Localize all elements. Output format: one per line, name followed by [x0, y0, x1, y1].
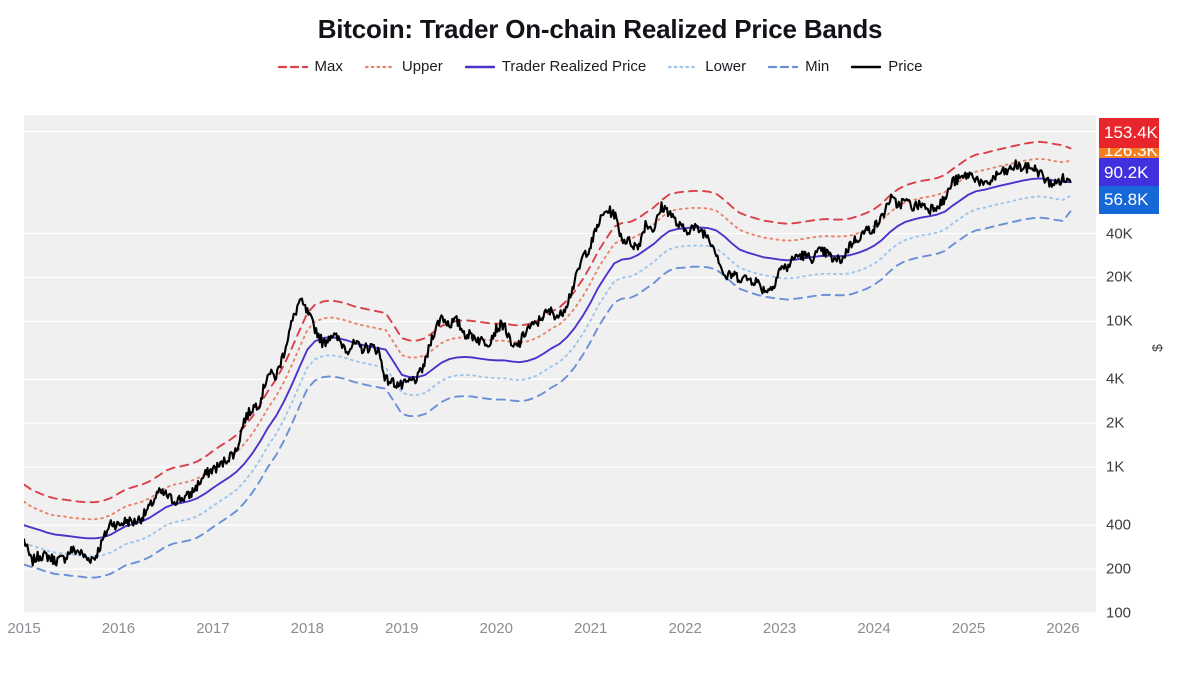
plot-svg [24, 131, 1096, 613]
x-axis-tick-label: 2018 [290, 620, 325, 637]
plot-area [24, 115, 1096, 613]
y-axis-tick-label: 10K [1106, 312, 1133, 330]
page-title: Bitcoin: Trader On-chain Realized Price … [317, 14, 883, 44]
x-axis-tick-label: 2023 [762, 620, 797, 637]
series-line-max [24, 140, 1072, 504]
y-axis-tick-label: 2K [1106, 414, 1125, 432]
series-line-trader-realized-price [24, 177, 1072, 540]
y-axis-tick-label: 200 [1106, 560, 1132, 578]
x-axis-tick-label: 2022 [668, 620, 702, 637]
legend-label: Max [314, 58, 343, 75]
x-axis-tick-label: 2017 [196, 620, 230, 637]
series-line-upper [24, 157, 1072, 521]
legend-item-lower[interactable]: Lower [668, 58, 746, 75]
legend-item-trader-realized-price[interactable]: Trader Realized Price [464, 58, 647, 75]
legend-item-price[interactable]: Price [851, 58, 922, 75]
chart-legend: Max Upper Trader Realized Price Lower Min Pri… [0, 58, 1200, 75]
series-line-min [24, 210, 1072, 579]
x-axis-tick-label: 2020 [479, 620, 513, 637]
legend-label: Min [805, 58, 830, 75]
x-axis-tick-label: 2015 [7, 620, 41, 637]
legend-item-upper[interactable]: Upper [364, 58, 443, 75]
price-tag-min: 56.8K [1099, 186, 1159, 214]
y-axis-tick-label: 100 [1106, 604, 1132, 622]
y-axis-tick-label: 4K [1106, 370, 1125, 388]
price-tag-max: 153.4K [1099, 118, 1159, 148]
x-axis-tick-label: 2019 [385, 620, 419, 637]
legend-item-min[interactable]: Min [768, 58, 829, 75]
x-axis-tick-label: 2025 [951, 620, 986, 637]
series-line-lower [24, 194, 1072, 558]
x-axis-tick-label: 2016 [101, 620, 136, 637]
legend-swatch-solid-icon [464, 65, 495, 68]
x-axis-tick-label: 2026 [1046, 620, 1080, 637]
y-axis-tick-label: 1K [1106, 458, 1125, 476]
x-axis-tick-label: 2021 [574, 620, 608, 637]
legend-swatch-dotted-icon [364, 65, 395, 68]
legend-swatch-dashed-icon [768, 65, 799, 68]
y-axis-tick-label: 400 [1106, 516, 1132, 534]
legend-swatch-dotted-icon [668, 65, 699, 68]
legend-swatch-dashed-icon [277, 65, 308, 68]
legend-item-max[interactable]: Max [277, 58, 343, 75]
legend-label: Lower [705, 58, 747, 75]
legend-swatch-solid-icon [851, 65, 882, 68]
legend-label: Upper [401, 58, 443, 75]
price-tag-trader-realized-price: 90.2K [1099, 158, 1159, 188]
y-axis-tick-label: 40K [1106, 225, 1133, 243]
legend-label: Price [888, 58, 923, 75]
y-axis-tick-label: 20K [1106, 268, 1133, 286]
x-axis-tick-label: 2024 [857, 620, 891, 637]
y-axis-title: $ [1148, 344, 1165, 352]
legend-label: Trader Realized Price [501, 58, 647, 75]
series-line-price [24, 159, 1072, 567]
